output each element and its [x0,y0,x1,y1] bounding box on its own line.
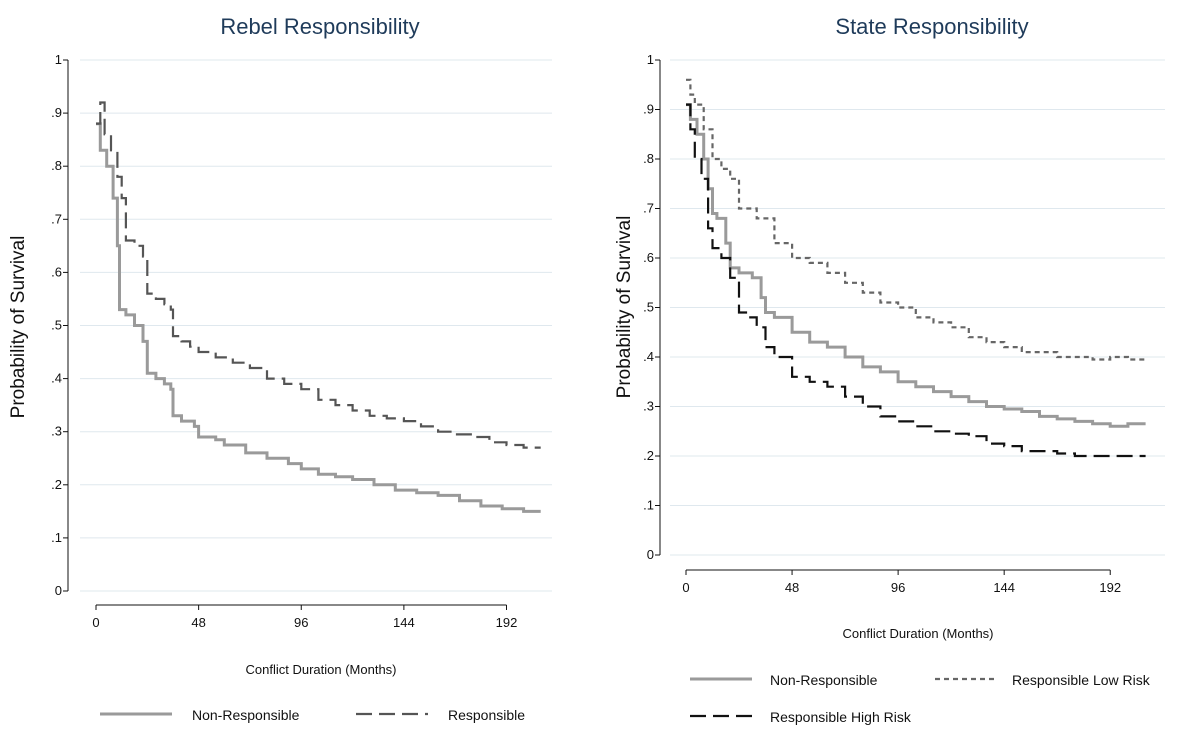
state-series-line-responsible-high-risk [686,103,1146,458]
state-y-tick-label: .9 [643,102,654,117]
rebel-series-group [96,101,541,513]
state-y-tick-label: 0 [647,547,654,562]
state-chart-title: State Responsibility [835,14,1028,39]
rebel-y-axis-label: Probability of Survival [8,236,29,419]
rebel-legend-label-non-responsible: Non-Responsible [192,707,300,723]
rebel-x-tick-label: 96 [294,615,308,630]
state-x-tick-label: 48 [785,580,799,595]
state-y-tick-label: .3 [643,399,654,414]
state-legend-label-non-responsible: Non-Responsible [770,672,878,688]
rebel-gridlines [80,59,552,592]
rebel-y-tick-label: .4 [51,371,62,386]
rebel-chart-title: Rebel Responsibility [220,14,419,39]
rebel-series-line-responsible [96,101,541,449]
rebel-series-line-non-responsible [96,122,541,513]
rebel-y-tick-label: .6 [51,264,62,279]
rebel-axes: 0 .1 .2 .3 .4 .5 .6 .7 .8 .9 1 0 48 96 144 192 [51,52,517,630]
state-x-tick-label: 96 [891,580,905,595]
rebel-x-axis-label: Conflict Duration (Months) [246,662,397,677]
state-y-tick-label: .4 [643,349,654,364]
rebel-y-tick-label: .5 [51,318,62,333]
rebel-y-tick-label: .8 [51,158,62,173]
state-legend-label-responsible-low-risk: Responsible Low Risk [1012,672,1151,688]
state-series-line-responsible-low-risk [686,78,1147,361]
rebel-y-tick-label: .2 [51,477,62,492]
rebel-legend-label-responsible: Responsible [448,707,525,723]
state-series-group [686,78,1147,458]
state-x-axis-label: Conflict Duration (Months) [843,626,994,641]
state-series-line-non-responsible [686,103,1146,428]
state-axes: 0 .1 .2 .3 .4 .5 .6 .7 .8 .9 1 0 48 96 144 192 [643,52,1121,595]
state-y-tick-label: .1 [643,498,654,513]
state-y-tick-label: 1 [647,52,654,67]
state-gridlines [670,59,1165,556]
rebel-y-tick-label: .7 [51,211,62,226]
state-y-tick-label: .7 [643,201,654,216]
rebel-y-tick-label: .9 [51,105,62,120]
rebel-x-tick-label: 48 [191,615,205,630]
rebel-x-tick-label: 192 [496,615,518,630]
state-y-tick-label: .6 [643,250,654,265]
state-x-tick-label: 192 [1099,580,1121,595]
rebel-y-tick-label: .1 [51,530,62,545]
state-legend: Non-Responsible Responsible Low Risk Res… [690,672,1151,725]
state-legend-label-responsible-high-risk: Responsible High Risk [770,709,912,725]
state-x-tick-label: 0 [682,580,689,595]
rebel-y-tick-label: 1 [55,52,62,67]
rebel-y-tick-label: 0 [55,583,62,598]
state-y-tick-label: .2 [643,448,654,463]
state-y-axis-label: Probability of Survival [614,216,635,399]
state-y-tick-label: .8 [643,151,654,166]
state-panel: State Responsibility 0 .1 .2 .3 .4 .5 .6 .7 .8 .9… [614,14,1165,725]
rebel-x-tick-label: 0 [92,615,99,630]
rebel-y-tick-label: .3 [51,424,62,439]
rebel-legend: Non-Responsible Responsible [100,707,525,723]
state-x-tick-label: 144 [993,580,1015,595]
rebel-x-tick-label: 144 [393,615,415,630]
rebel-panel: Rebel Responsibility 0 .1 .2 .3 .4 .5 .6 .7 .8 .9… [8,14,552,723]
state-y-tick-label: .5 [643,300,654,315]
